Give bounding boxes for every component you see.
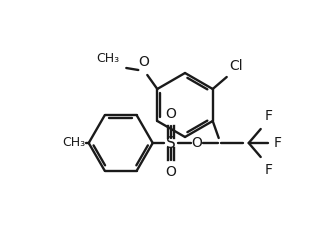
Text: O: O bbox=[165, 107, 176, 121]
Text: O: O bbox=[138, 55, 149, 69]
Text: F: F bbox=[274, 136, 282, 150]
Text: O: O bbox=[191, 136, 202, 150]
Text: O: O bbox=[165, 165, 176, 179]
Text: Cl: Cl bbox=[230, 59, 243, 73]
Text: F: F bbox=[265, 163, 273, 177]
Text: CH₃: CH₃ bbox=[96, 52, 119, 65]
Text: S: S bbox=[166, 136, 175, 150]
Text: CH₃: CH₃ bbox=[63, 136, 86, 150]
Text: F: F bbox=[265, 109, 273, 123]
